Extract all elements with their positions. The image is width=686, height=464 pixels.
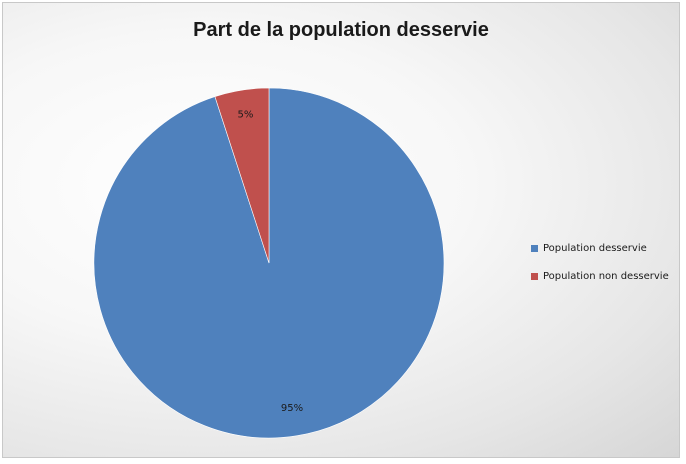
legend: Population desservie Population non dess… bbox=[531, 241, 669, 297]
pie-slice-unserved bbox=[214, 87, 270, 264]
chart-title: Part de la population desservie bbox=[193, 19, 489, 41]
legend-label-unserved: Population non desservie bbox=[543, 271, 669, 282]
pie-chart: 95% 5% bbox=[93, 87, 445, 439]
pie-labels: 95% 5% bbox=[238, 109, 304, 414]
pie-slices bbox=[93, 87, 445, 439]
slice-label-unserved: 5% bbox=[238, 109, 254, 120]
legend-item-unserved: Population non desservie bbox=[531, 269, 669, 284]
legend-swatch-unserved bbox=[531, 273, 538, 280]
legend-swatch-served bbox=[531, 245, 538, 252]
chart-area: Part de la population desservie 95% 5% Po… bbox=[2, 2, 680, 458]
legend-label-served: Population desservie bbox=[543, 243, 647, 254]
legend-item-served: Population desservie bbox=[531, 241, 669, 256]
slice-label-served: 95% bbox=[281, 403, 303, 414]
